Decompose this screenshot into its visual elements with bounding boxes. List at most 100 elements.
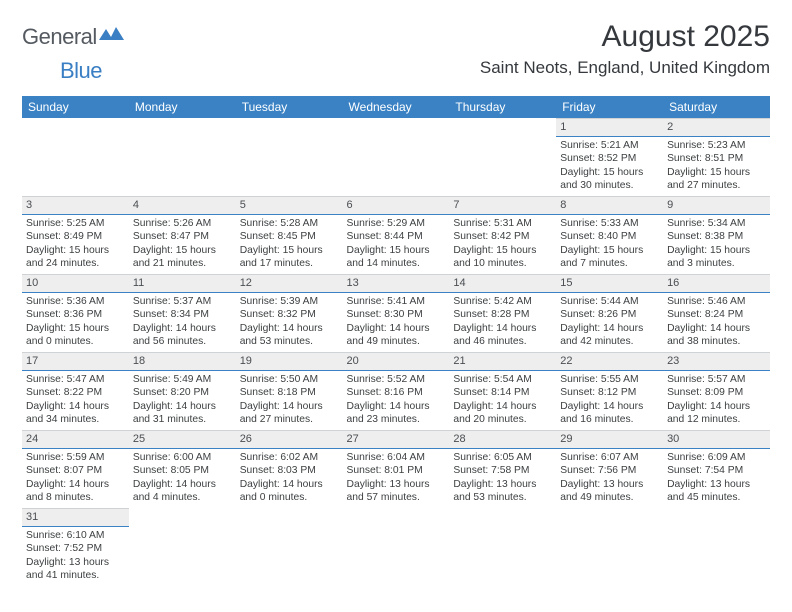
sunrise-line: Sunrise: 5:57 AM	[667, 373, 766, 386]
day-number: 13	[343, 274, 450, 293]
daylight-line-1: Daylight: 14 hours	[240, 478, 339, 491]
weekday-header: Monday	[129, 96, 236, 118]
day-number: 4	[129, 196, 236, 215]
sunrise-line: Sunrise: 5:42 AM	[453, 295, 552, 308]
sunset-line: Sunset: 8:40 PM	[560, 230, 659, 243]
day-info: Sunrise: 5:37 AMSunset: 8:34 PMDaylight:…	[129, 293, 236, 348]
calendar-day-cell: 10Sunrise: 5:36 AMSunset: 8:36 PMDayligh…	[22, 274, 129, 352]
calendar-week-row: 10Sunrise: 5:36 AMSunset: 8:36 PMDayligh…	[22, 274, 770, 352]
day-number: 15	[556, 274, 663, 293]
day-number: 20	[343, 352, 450, 371]
month-title: August 2025	[480, 20, 770, 54]
day-info: Sunrise: 5:39 AMSunset: 8:32 PMDaylight:…	[236, 293, 343, 348]
sunset-line: Sunset: 8:47 PM	[133, 230, 232, 243]
calendar-day-cell: 26Sunrise: 6:02 AMSunset: 8:03 PMDayligh…	[236, 430, 343, 508]
sunrise-line: Sunrise: 5:50 AM	[240, 373, 339, 386]
sunset-line: Sunset: 8:20 PM	[133, 386, 232, 399]
daylight-line-2: and 38 minutes.	[667, 335, 766, 348]
sunset-line: Sunset: 8:34 PM	[133, 308, 232, 321]
calendar-empty-cell	[556, 508, 663, 586]
sunrise-line: Sunrise: 5:28 AM	[240, 217, 339, 230]
daylight-line-1: Daylight: 14 hours	[133, 478, 232, 491]
calendar-week-row: 24Sunrise: 5:59 AMSunset: 8:07 PMDayligh…	[22, 430, 770, 508]
calendar-day-cell: 21Sunrise: 5:54 AMSunset: 8:14 PMDayligh…	[449, 352, 556, 430]
sunrise-line: Sunrise: 5:44 AM	[560, 295, 659, 308]
daylight-line-2: and 7 minutes.	[560, 257, 659, 270]
sunrise-line: Sunrise: 6:00 AM	[133, 451, 232, 464]
calendar-day-cell: 13Sunrise: 5:41 AMSunset: 8:30 PMDayligh…	[343, 274, 450, 352]
calendar-week-row: 17Sunrise: 5:47 AMSunset: 8:22 PMDayligh…	[22, 352, 770, 430]
day-number: 3	[22, 196, 129, 215]
sunrise-line: Sunrise: 6:09 AM	[667, 451, 766, 464]
sunrise-line: Sunrise: 5:39 AM	[240, 295, 339, 308]
weekday-header: Friday	[556, 96, 663, 118]
daylight-line-1: Daylight: 14 hours	[133, 322, 232, 335]
day-info: Sunrise: 6:04 AMSunset: 8:01 PMDaylight:…	[343, 449, 450, 504]
calendar-day-cell: 8Sunrise: 5:33 AMSunset: 8:40 PMDaylight…	[556, 196, 663, 274]
calendar-empty-cell	[449, 118, 556, 196]
calendar-day-cell: 12Sunrise: 5:39 AMSunset: 8:32 PMDayligh…	[236, 274, 343, 352]
calendar-day-cell: 19Sunrise: 5:50 AMSunset: 8:18 PMDayligh…	[236, 352, 343, 430]
daylight-line-1: Daylight: 13 hours	[347, 478, 446, 491]
daylight-line-2: and 56 minutes.	[133, 335, 232, 348]
daylight-line-1: Daylight: 14 hours	[560, 400, 659, 413]
daylight-line-1: Daylight: 15 hours	[26, 244, 125, 257]
day-number: 19	[236, 352, 343, 371]
calendar-empty-cell	[343, 118, 450, 196]
calendar-head: SundayMondayTuesdayWednesdayThursdayFrid…	[22, 96, 770, 118]
sunset-line: Sunset: 8:18 PM	[240, 386, 339, 399]
calendar-week-row: 31Sunrise: 6:10 AMSunset: 7:52 PMDayligh…	[22, 508, 770, 586]
day-number: 6	[343, 196, 450, 215]
day-number: 14	[449, 274, 556, 293]
day-info: Sunrise: 5:23 AMSunset: 8:51 PMDaylight:…	[663, 137, 770, 192]
day-info: Sunrise: 5:28 AMSunset: 8:45 PMDaylight:…	[236, 215, 343, 270]
day-info: Sunrise: 5:49 AMSunset: 8:20 PMDaylight:…	[129, 371, 236, 426]
day-info: Sunrise: 5:52 AMSunset: 8:16 PMDaylight:…	[343, 371, 450, 426]
sunrise-line: Sunrise: 5:36 AM	[26, 295, 125, 308]
sunset-line: Sunset: 8:44 PM	[347, 230, 446, 243]
day-number: 7	[449, 196, 556, 215]
day-number: 28	[449, 430, 556, 449]
daylight-line-2: and 3 minutes.	[667, 257, 766, 270]
daylight-line-1: Daylight: 15 hours	[347, 244, 446, 257]
daylight-line-2: and 17 minutes.	[240, 257, 339, 270]
calendar-empty-cell	[663, 508, 770, 586]
day-info: Sunrise: 5:59 AMSunset: 8:07 PMDaylight:…	[22, 449, 129, 504]
calendar-day-cell: 6Sunrise: 5:29 AMSunset: 8:44 PMDaylight…	[343, 196, 450, 274]
daylight-line-1: Daylight: 15 hours	[667, 166, 766, 179]
sunrise-line: Sunrise: 5:47 AM	[26, 373, 125, 386]
daylight-line-1: Daylight: 15 hours	[133, 244, 232, 257]
sunset-line: Sunset: 8:26 PM	[560, 308, 659, 321]
calendar-day-cell: 27Sunrise: 6:04 AMSunset: 8:01 PMDayligh…	[343, 430, 450, 508]
sunset-line: Sunset: 8:01 PM	[347, 464, 446, 477]
sunset-line: Sunset: 8:38 PM	[667, 230, 766, 243]
day-info: Sunrise: 6:05 AMSunset: 7:58 PMDaylight:…	[449, 449, 556, 504]
daylight-line-2: and 30 minutes.	[560, 179, 659, 192]
sunset-line: Sunset: 8:14 PM	[453, 386, 552, 399]
daylight-line-1: Daylight: 13 hours	[667, 478, 766, 491]
sunrise-line: Sunrise: 6:10 AM	[26, 529, 125, 542]
day-info: Sunrise: 5:33 AMSunset: 8:40 PMDaylight:…	[556, 215, 663, 270]
calendar-day-cell: 22Sunrise: 5:55 AMSunset: 8:12 PMDayligh…	[556, 352, 663, 430]
sunrise-line: Sunrise: 5:52 AM	[347, 373, 446, 386]
daylight-line-1: Daylight: 15 hours	[560, 166, 659, 179]
day-info: Sunrise: 6:09 AMSunset: 7:54 PMDaylight:…	[663, 449, 770, 504]
sunrise-line: Sunrise: 6:04 AM	[347, 451, 446, 464]
daylight-line-2: and 45 minutes.	[667, 491, 766, 504]
sunrise-line: Sunrise: 5:31 AM	[453, 217, 552, 230]
day-info: Sunrise: 6:10 AMSunset: 7:52 PMDaylight:…	[22, 527, 129, 582]
sunset-line: Sunset: 8:30 PM	[347, 308, 446, 321]
sunrise-line: Sunrise: 6:05 AM	[453, 451, 552, 464]
sunset-line: Sunset: 8:52 PM	[560, 152, 659, 165]
daylight-line-2: and 41 minutes.	[26, 569, 125, 582]
daylight-line-2: and 14 minutes.	[347, 257, 446, 270]
day-number: 26	[236, 430, 343, 449]
calendar-day-cell: 24Sunrise: 5:59 AMSunset: 8:07 PMDayligh…	[22, 430, 129, 508]
calendar-day-cell: 30Sunrise: 6:09 AMSunset: 7:54 PMDayligh…	[663, 430, 770, 508]
daylight-line-1: Daylight: 14 hours	[240, 322, 339, 335]
daylight-line-2: and 27 minutes.	[667, 179, 766, 192]
daylight-line-2: and 4 minutes.	[133, 491, 232, 504]
sunset-line: Sunset: 8:32 PM	[240, 308, 339, 321]
sunset-line: Sunset: 8:24 PM	[667, 308, 766, 321]
calendar-day-cell: 15Sunrise: 5:44 AMSunset: 8:26 PMDayligh…	[556, 274, 663, 352]
